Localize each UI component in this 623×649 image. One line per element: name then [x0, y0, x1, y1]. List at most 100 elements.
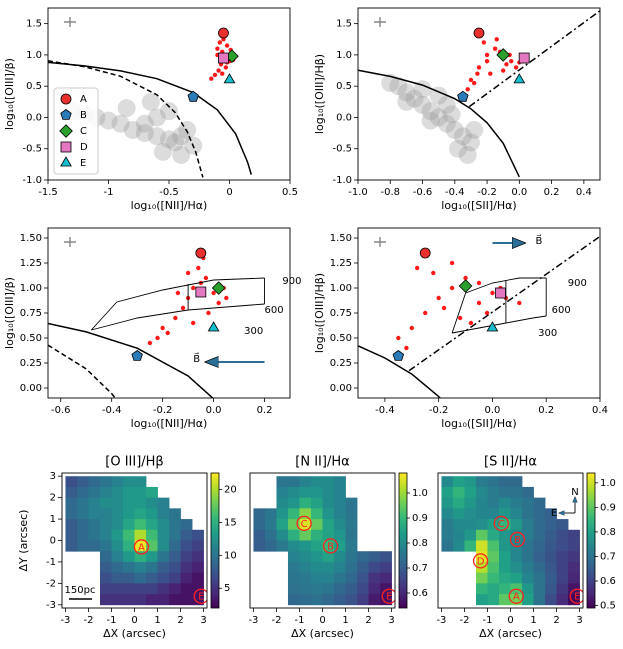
map-pixel	[498, 519, 511, 531]
map-pixel	[441, 486, 454, 499]
axes-frame	[47, 7, 291, 181]
spaxel	[147, 340, 153, 346]
map-pixel	[322, 519, 335, 531]
map-pixel	[99, 486, 112, 499]
map-pixel	[464, 519, 477, 531]
spaxel	[465, 87, 470, 92]
map-pixel	[498, 497, 511, 509]
x-axis-label: ΔX (arcsec)	[479, 627, 542, 640]
point	[59, 124, 73, 138]
axes-frame	[357, 7, 601, 181]
map-pixel	[146, 497, 158, 509]
spaxel	[490, 290, 495, 296]
map-pixel	[345, 540, 358, 552]
map-pixel	[533, 540, 546, 552]
map-pixel	[464, 540, 477, 552]
error-cross	[64, 237, 76, 247]
y-tick-label: 1.0	[26, 50, 42, 61]
spaxel	[501, 68, 506, 73]
x-tick-label: -3	[436, 615, 446, 626]
point	[457, 90, 469, 102]
map-pixel	[287, 529, 300, 541]
map-pixel	[157, 540, 170, 552]
map-pixel	[157, 583, 170, 595]
point	[473, 27, 485, 39]
spaxel	[191, 320, 196, 326]
background-galaxy	[397, 83, 416, 102]
map-pixel	[345, 572, 358, 584]
map-pixel	[299, 486, 312, 499]
map-pixel	[322, 486, 335, 499]
map-pixel	[253, 508, 266, 520]
region-marker	[509, 531, 526, 548]
point	[195, 286, 207, 298]
map-pixel	[545, 529, 557, 541]
map-pixel	[299, 529, 312, 541]
map-pixel	[380, 594, 392, 606]
map-pixel	[287, 519, 300, 531]
map-pixel	[299, 508, 312, 520]
region-marker	[493, 515, 509, 532]
map-pixel	[134, 497, 147, 509]
spaxel	[471, 80, 477, 86]
map-pixel	[192, 529, 204, 541]
colorbar	[210, 472, 220, 609]
colorbar-tick-label: 0.7	[600, 551, 616, 562]
annotation: 300	[538, 328, 557, 339]
spaxel	[173, 315, 178, 321]
region-marker	[569, 588, 583, 604]
x-tick-label: -3	[248, 615, 258, 626]
map-pixel	[310, 572, 323, 584]
map-pixel	[99, 561, 112, 574]
map-pixel	[287, 551, 300, 563]
spaxel	[217, 40, 223, 45]
map-pixel	[556, 519, 569, 531]
map-pixel	[99, 583, 112, 595]
map-pixel	[345, 583, 358, 595]
legend-label: C	[80, 126, 87, 137]
map-pixel	[276, 519, 289, 531]
y-tick-label: 0.25	[330, 358, 352, 369]
map-pixel	[522, 551, 534, 563]
map-pixel	[345, 561, 358, 574]
map-pixel	[253, 540, 266, 552]
x-tick-label: -1	[482, 615, 492, 626]
map-pixel	[180, 594, 193, 606]
x-axis-label: log₁₀([NII]/Hα)	[131, 417, 208, 430]
map-pixel	[111, 497, 124, 509]
colorbar-tick-label: 0.8	[600, 527, 616, 538]
map-pixel	[487, 572, 500, 584]
x-tick-label: -2	[459, 615, 469, 626]
map-pixel	[88, 486, 101, 499]
map-pixel	[322, 529, 335, 541]
map-pixel	[264, 540, 277, 552]
map-pixel	[88, 529, 101, 541]
map-pixel	[510, 486, 523, 499]
axes-frame	[357, 227, 601, 399]
map-title: [S II]/Hα	[484, 455, 537, 470]
y-tick-label: 1.25	[20, 258, 42, 269]
background-galaxy	[389, 77, 408, 96]
point	[60, 156, 72, 167]
colorbar-tick-label: 0.5	[600, 601, 616, 612]
x-tick-label: -0.6	[413, 187, 433, 198]
map-pixel	[322, 572, 335, 584]
background-galaxy	[405, 89, 424, 108]
y-tick-label: 0.5	[26, 81, 42, 92]
spaxel	[191, 285, 196, 291]
map-pixel	[99, 476, 112, 488]
map-pixel	[334, 529, 346, 541]
map-pixel	[533, 583, 546, 595]
y-tick-label: 1	[50, 514, 56, 525]
map-pixel	[65, 486, 78, 499]
map-pixel	[487, 583, 500, 595]
map-pixel	[322, 540, 335, 552]
point	[131, 350, 143, 361]
x-tick-label: 0	[226, 187, 232, 198]
map-pixel	[452, 540, 465, 552]
map-pixel	[334, 519, 346, 531]
y-tick-label: 0.00	[330, 383, 352, 394]
y-tick-label: -3	[46, 600, 56, 611]
map-pixel	[180, 529, 193, 541]
map-pixel	[510, 572, 523, 584]
